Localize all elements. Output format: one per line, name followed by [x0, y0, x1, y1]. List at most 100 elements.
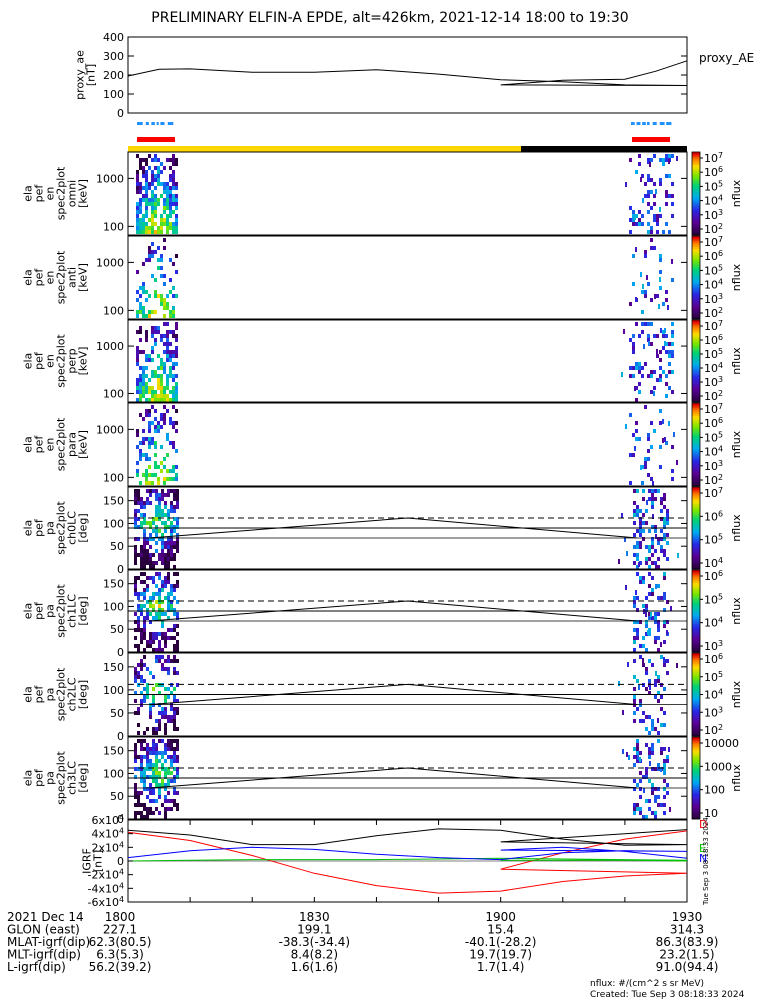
heatmap-pixel [170, 691, 173, 695]
heatmap-pixel [172, 158, 175, 162]
heatmap-pixel [140, 640, 143, 644]
loss-cone-curve [149, 683, 638, 706]
heatmap-pixel [146, 807, 149, 811]
colorbar-step [692, 810, 700, 814]
y-tick-label: 50 [110, 707, 124, 720]
heatmap-pixel [154, 278, 157, 282]
colorbar-step [692, 778, 700, 781]
heatmap-pixel [148, 437, 151, 441]
heatmap-pixel [163, 362, 166, 366]
heatmap-pixel [158, 612, 161, 616]
heatmap-pixel [639, 561, 642, 565]
panel-frame [127, 736, 688, 820]
heatmap-pixel [169, 206, 172, 210]
heatmap-pixel [164, 723, 167, 727]
heatmap-pixel [176, 616, 179, 620]
heatmap-pixel [155, 509, 158, 513]
heatmap-pixel [155, 513, 158, 517]
heatmap-pixel [134, 711, 137, 715]
heatmap-pixel [645, 612, 647, 617]
heatmap-pixel [145, 382, 148, 386]
heatmap-pixel [175, 214, 178, 218]
colorbar-tick-label: 105 [704, 263, 723, 277]
heatmap-pixel [654, 294, 656, 299]
heatmap-pixel [633, 600, 636, 604]
colorbar-step [692, 328, 700, 331]
heatmap-pixel [149, 501, 152, 505]
heatmap-pixel [638, 362, 641, 366]
heatmap-pixel [155, 775, 158, 779]
ylabel-line: [nT] [85, 64, 98, 86]
heatmap-pixel [645, 775, 648, 779]
heatmap-pixel [166, 158, 169, 162]
heatmap-pixel [173, 628, 176, 632]
heatmap-pixel [142, 198, 145, 202]
heatmap-pixel [143, 747, 146, 751]
heatmap-pixel [149, 493, 152, 497]
heatmap-pixel [158, 493, 161, 497]
heatmap-pixel [136, 174, 139, 178]
heatmap-pixel [172, 222, 175, 226]
heatmap-pixel [172, 421, 175, 425]
heatmap-pixel [148, 378, 151, 382]
heatmap-pixel [145, 453, 148, 457]
heatmap-pixel [671, 350, 674, 354]
heatmap-pixel [136, 469, 139, 473]
heatmap-pixel [158, 783, 161, 787]
heatmap-pixel [632, 453, 635, 457]
heatmap-pixel [146, 755, 149, 759]
heatmap-pixel [647, 159, 649, 164]
heatmap-pixel [173, 751, 176, 755]
heatmap-pixel [176, 525, 179, 529]
colorbar-step [692, 715, 700, 718]
colorbar-step [692, 653, 700, 656]
heatmap-pixel [148, 254, 151, 258]
heatmap-pixel [155, 616, 158, 620]
ylabel-line: pef [33, 518, 46, 537]
heatmap-pixel [660, 549, 663, 553]
heatmap-pixel [154, 210, 157, 214]
colorbar-step [692, 191, 700, 194]
heatmap-pixel [172, 174, 175, 178]
heatmap-pixel [139, 350, 142, 354]
heatmap-pixel [176, 537, 179, 541]
heatmap-pixel [149, 763, 152, 767]
heatmap-pixel [648, 612, 651, 616]
heatmap-pixel [139, 230, 142, 234]
heatmap-pixel [166, 350, 169, 354]
heatmap-pixel [647, 473, 650, 477]
heatmap-pixel [173, 545, 176, 549]
colorbar-step [692, 330, 700, 333]
colorbar-step [692, 281, 700, 285]
heatmap-pixel [142, 230, 145, 234]
heatmap-pixel [639, 517, 642, 521]
heatmap-pixel [654, 799, 657, 803]
heatmap-pixel [639, 529, 642, 533]
colorbar-step [692, 546, 700, 549]
heatmap-pixel [170, 747, 173, 751]
heatmap-pixel [164, 731, 167, 735]
colorbar-tick-label: 10 [704, 807, 718, 820]
heatmap-pixel [175, 338, 178, 342]
heatmap-pixel [656, 378, 659, 382]
heatmap-pixel [163, 190, 166, 194]
heatmap-pixel [663, 521, 666, 525]
heatmap-pixel [170, 608, 173, 612]
heatmap-pixel [136, 186, 139, 190]
heatmap-pixel [140, 497, 143, 501]
colorbar-step [692, 796, 700, 799]
heatmap-pixel [140, 779, 143, 783]
heatmap-pixel [175, 409, 178, 413]
heatmap-pixel [636, 608, 639, 612]
heatmap-pixel [142, 390, 145, 394]
heatmap-pixel [639, 655, 642, 659]
heatmap-pixel [164, 787, 167, 791]
colorbar-step [692, 269, 700, 272]
colorbar-step [692, 519, 700, 523]
heatmap-pixel [636, 596, 639, 600]
heatmap-pixel [145, 226, 148, 230]
heatmap-pixel [172, 394, 175, 398]
info-cell: -38.3(-34.4) [279, 935, 350, 949]
heatmap-pixel [633, 648, 636, 652]
